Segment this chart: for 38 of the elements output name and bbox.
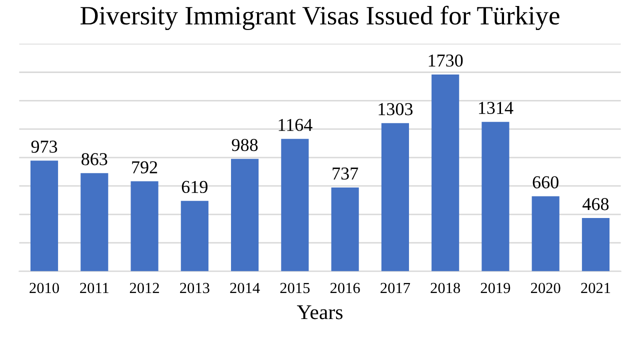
bar xyxy=(381,123,409,272)
bar xyxy=(231,158,259,272)
x-tick-label: 2020 xyxy=(530,282,560,294)
data-label: 792 xyxy=(132,161,158,174)
data-label: 1314 xyxy=(479,102,514,114)
bar xyxy=(130,181,158,272)
x-tick-label: 2019 xyxy=(480,282,510,294)
data-label: 1303 xyxy=(378,103,413,116)
x-tick-label: 2010 xyxy=(30,282,59,294)
bar xyxy=(80,173,108,272)
bar xyxy=(180,200,208,272)
x-tick-label: 2017 xyxy=(380,282,410,294)
bar xyxy=(582,218,610,272)
bar xyxy=(281,138,309,272)
x-tick-label: 2021 xyxy=(581,282,610,294)
x-tick-label: 2013 xyxy=(180,282,210,294)
data-label: 737 xyxy=(332,167,358,180)
x-tick-label: 2016 xyxy=(330,282,360,294)
chart-title: Diversity Immigrant Visas Issued for Türkiye xyxy=(80,6,560,30)
data-label: 468 xyxy=(582,198,609,210)
x-tick-label: 2011 xyxy=(80,282,108,294)
data-label: 1164 xyxy=(278,118,312,132)
x-axis-title: Years xyxy=(296,305,342,320)
x-tick-label: 2018 xyxy=(430,282,460,294)
x-tick-label: 2014 xyxy=(230,282,260,294)
data-label: 660 xyxy=(532,176,558,188)
x-tick-label: 2015 xyxy=(280,282,310,294)
bar xyxy=(30,160,58,272)
data-label: 973 xyxy=(31,140,58,153)
bar xyxy=(331,187,359,272)
bar xyxy=(482,122,510,272)
data-label: 988 xyxy=(232,138,258,152)
x-tick-label: 2012 xyxy=(130,282,159,294)
bar xyxy=(532,196,560,272)
data-label: 619 xyxy=(182,180,208,194)
data-label: 863 xyxy=(82,153,108,166)
bar xyxy=(432,74,460,272)
data-label: 1730 xyxy=(428,54,463,67)
